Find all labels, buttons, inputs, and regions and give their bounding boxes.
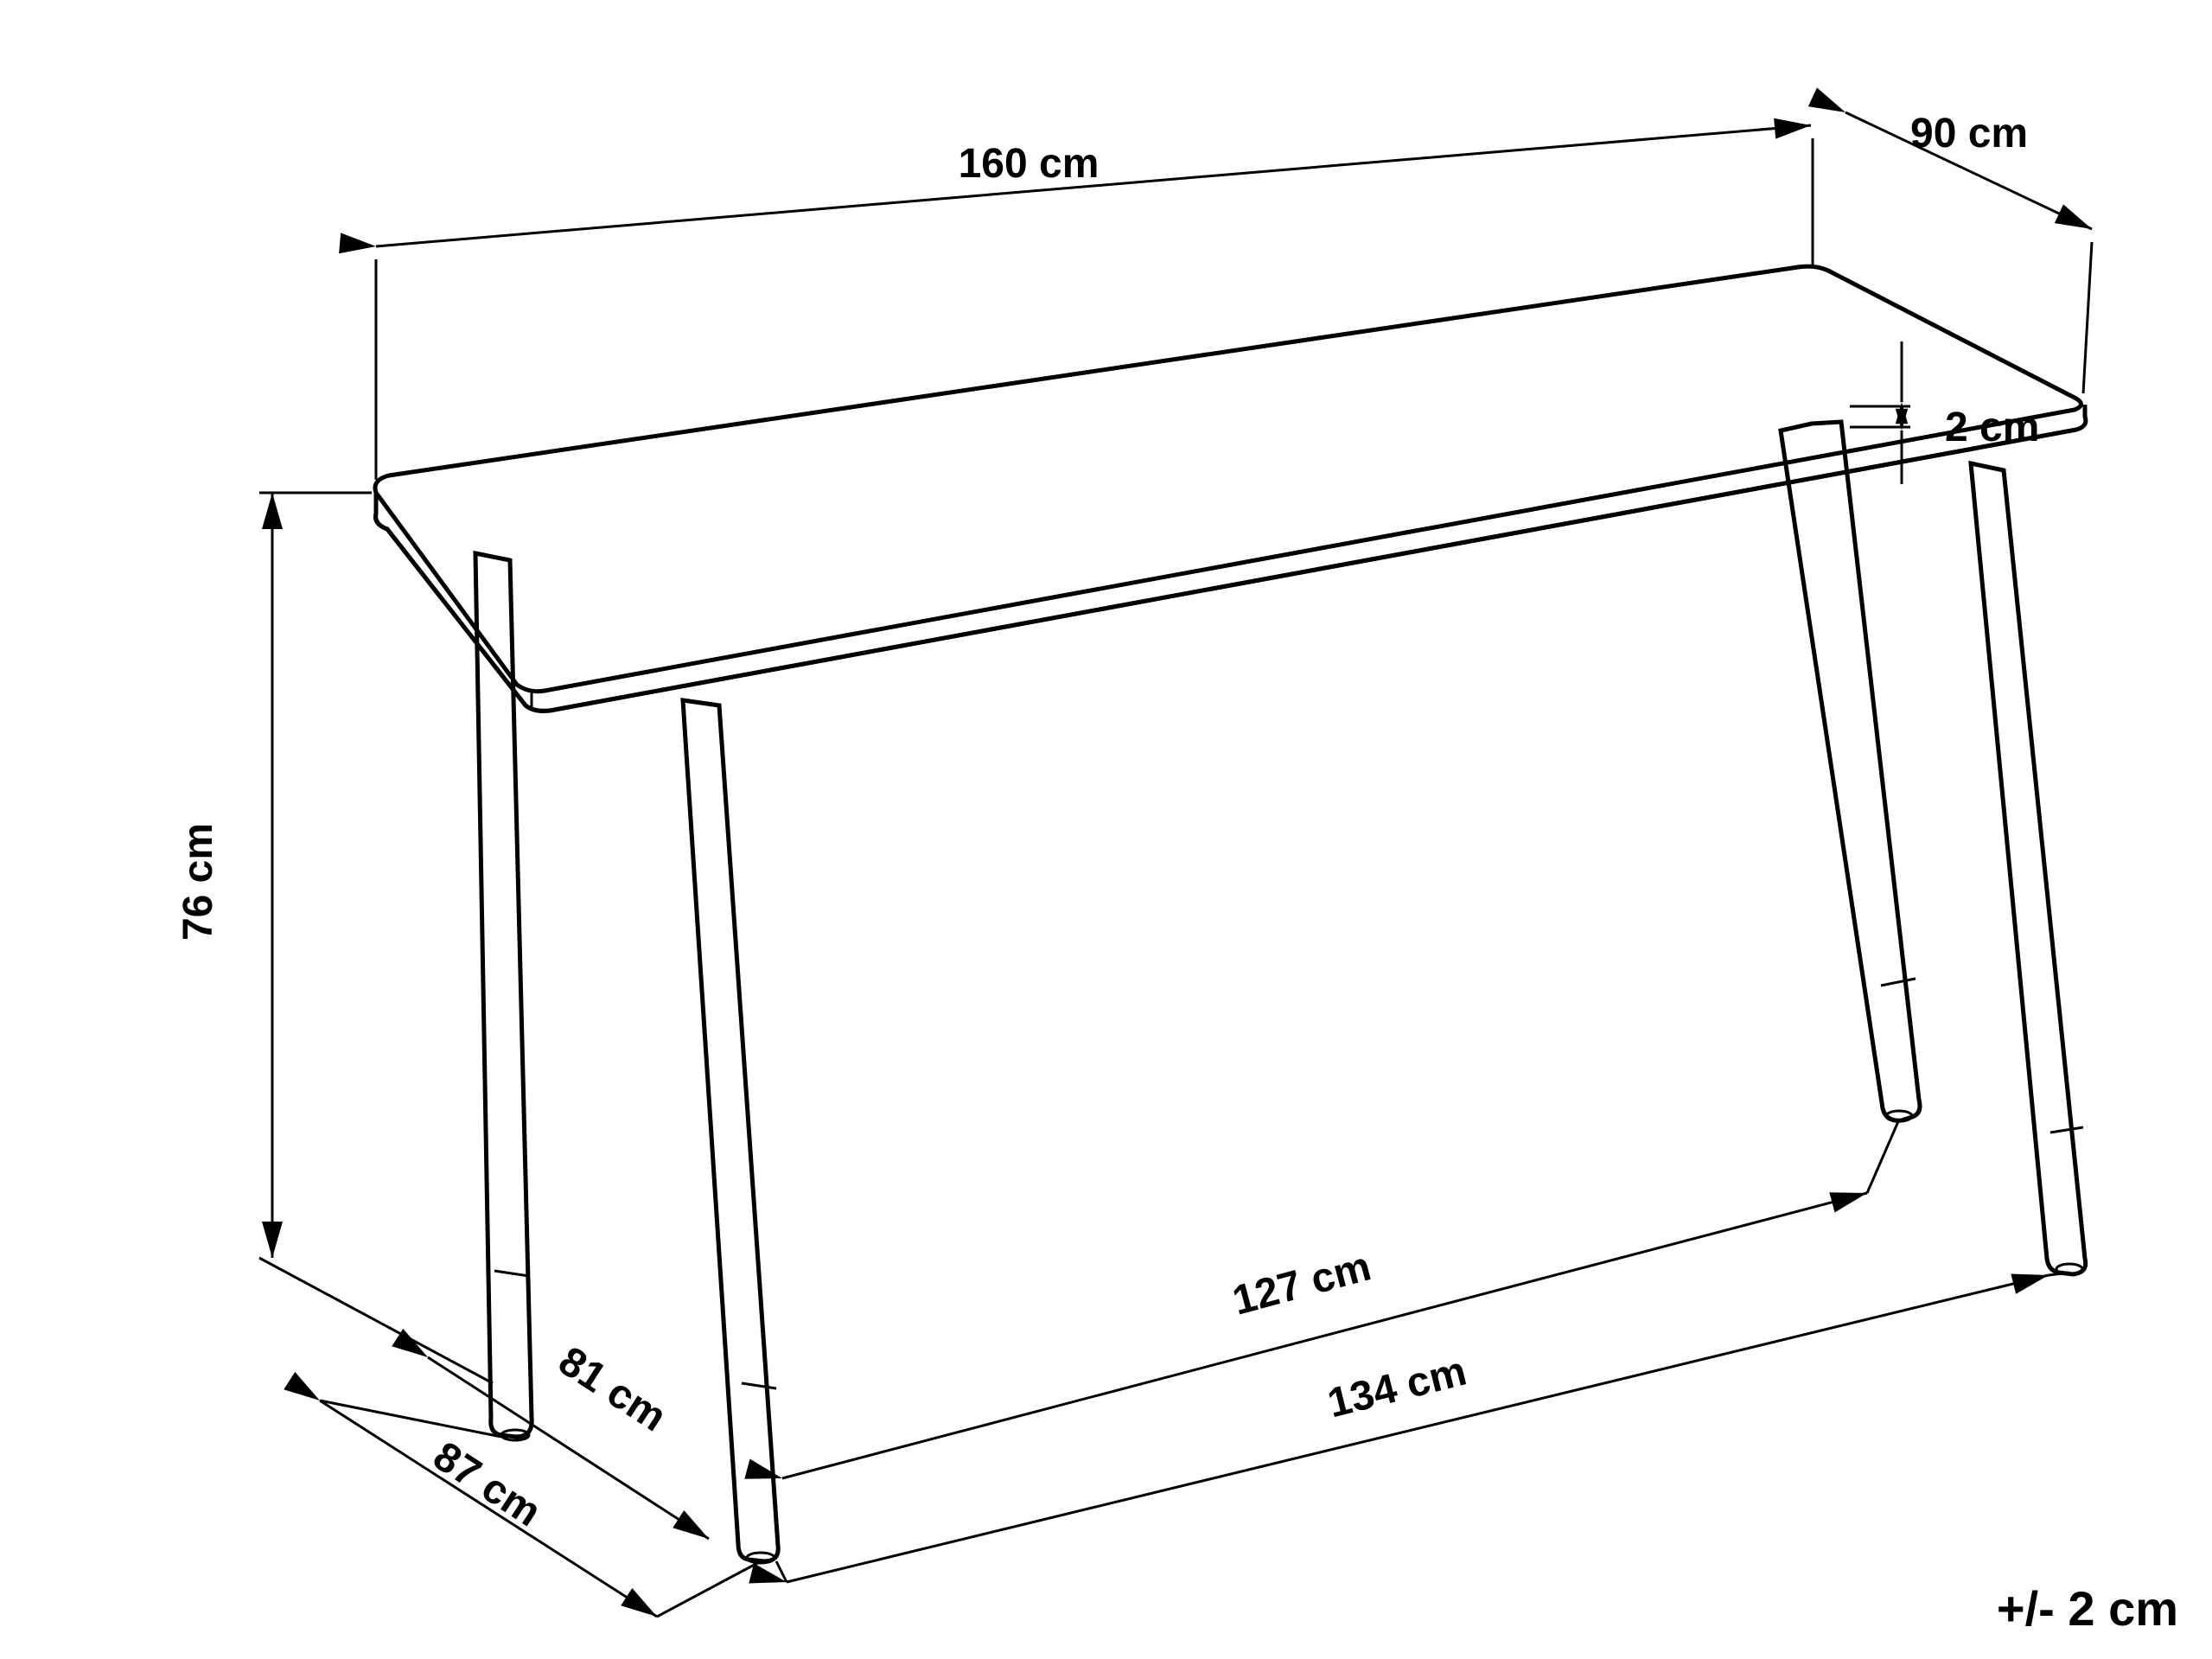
dim-length-outer: 134 cm [749, 1120, 2069, 1592]
dim-label-depth-outer: 87 cm [425, 1433, 549, 1536]
dim-length-inner: 127 cm [744, 1183, 1870, 1488]
dim-label-top-length: 160 cm [959, 141, 1100, 187]
dim-label-height: 76 cm [175, 823, 221, 941]
tolerance-label: +/- 2 cm [1997, 1581, 2178, 1636]
dim-label-top-depth: 90 cm [1910, 111, 2028, 156]
dim-label-depth-inner: 81 cm [551, 1338, 674, 1441]
dim-label-length-inner: 127 cm [1228, 1243, 1376, 1324]
dim-label-top-thickness: 2 cm [1945, 405, 2039, 450]
dim-height: 76 cm [175, 493, 493, 1383]
dimension-drawing: 160 cm 90 cm 2 cm 76 cm 81 cm [0, 0, 2212, 1659]
table-outline [375, 266, 2086, 1563]
dim-top-depth: 90 cm [1808, 87, 2096, 393]
dim-depth-outer: 87 cm [284, 1372, 761, 1625]
dim-depth-inner: 81 cm [392, 1329, 714, 1547]
dim-label-length-outer: 134 cm [1323, 1349, 1471, 1427]
